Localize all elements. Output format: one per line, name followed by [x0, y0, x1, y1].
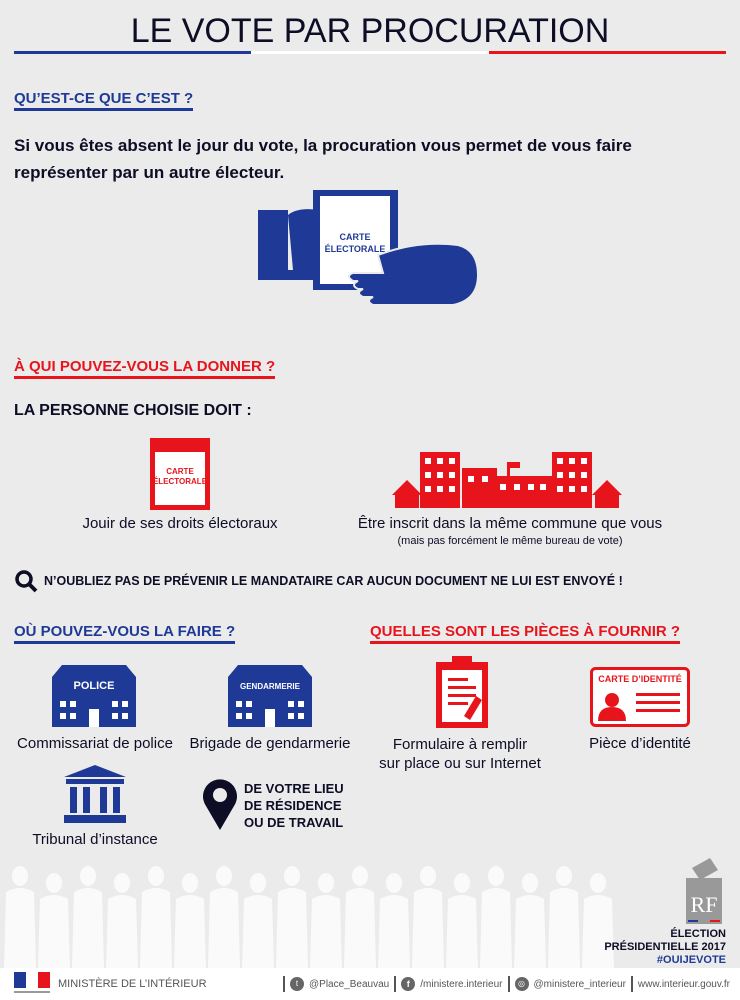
- id-card-icon: CARTE D’IDENTITÉ: [590, 667, 690, 727]
- town-buildings-icon: [392, 452, 622, 508]
- person-silhouette: [318, 873, 334, 893]
- person-silhouette: [208, 888, 240, 968]
- form-clipboard-icon: [436, 656, 488, 728]
- gendarmerie-icon: GENDARMERIE: [228, 665, 312, 727]
- hashtag: #OUIJEVOTE: [656, 954, 726, 966]
- person-silhouette: [412, 888, 444, 968]
- voter-card-icon: CARTE ÉLECTORALE: [150, 438, 210, 510]
- person-silhouette: [106, 895, 138, 968]
- person-silhouette: [38, 895, 70, 968]
- person-silhouette: [12, 866, 28, 886]
- twitter-icon[interactable]: t: [290, 977, 305, 991]
- svg-text:CARTE D’IDENTITÉ: CARTE D’IDENTITÉ: [598, 674, 682, 684]
- svg-text:ÉLECTORALE: ÉLECTORALE: [153, 477, 208, 486]
- magnifier-icon: [15, 570, 38, 593]
- police-station-icon: POLICE: [52, 665, 136, 727]
- person-silhouette: [344, 888, 376, 968]
- crowd-silhouettes-icon: [4, 866, 614, 968]
- person-silhouette: [250, 873, 266, 893]
- label-id: Pièce d’identité: [589, 735, 691, 752]
- marianne-logo-icon: [14, 972, 50, 993]
- svg-text:RF: RF: [691, 892, 718, 917]
- svg-text:POLICE: POLICE: [74, 680, 115, 692]
- person-silhouette: [352, 866, 368, 886]
- label-same-commune: Être inscrit dans la même commune que vo…: [357, 515, 663, 532]
- ministry-name: MINISTÈRE DE L’INTÉRIEUR: [58, 978, 207, 990]
- courthouse-icon: [64, 765, 126, 823]
- website-link[interactable]: www.interieur.gouv.fr: [637, 978, 730, 990]
- label-form: Formulaire à remplir sur place ou sur In…: [379, 736, 541, 772]
- person-silhouette: [80, 866, 96, 886]
- label-electoral-rights: Jouir de ses droits électoraux: [82, 515, 278, 532]
- section-heading-who: À QUI POUVEZ-VOUS LA DONNER ?: [14, 358, 276, 379]
- label-gendarmerie: Brigade de gendarmerie: [189, 735, 351, 752]
- person-silhouette: [556, 866, 572, 886]
- instagram-link[interactable]: @ministere_interieur: [533, 978, 626, 990]
- person-silhouette: [284, 866, 300, 886]
- ballot-box-rf-icon: RF: [686, 858, 722, 924]
- person-silhouette: [46, 873, 62, 893]
- facebook-link[interactable]: /ministere.interieur: [420, 978, 503, 990]
- person-silhouette: [140, 888, 172, 968]
- person-silhouette: [378, 895, 410, 968]
- person-silhouette: [420, 866, 436, 886]
- election-badge: ÉLECTION PRÉSIDENTIELLE 2017 #OUIJEVOTE: [604, 928, 726, 967]
- hand-giving-card-icon: CARTE ÉLECTORALE: [258, 190, 480, 306]
- svg-text:CARTE: CARTE: [166, 467, 194, 476]
- person-silhouette: [216, 866, 232, 886]
- instagram-icon[interactable]: ◎: [514, 977, 529, 991]
- person-silhouette: [148, 866, 164, 886]
- person-silhouette: [114, 873, 130, 893]
- warning-text: N’OUBLIEZ PAS DE PRÉVENIR LE MANDATAIRE …: [44, 574, 623, 588]
- tricolor-rule: [14, 51, 726, 54]
- person-silhouette: [72, 888, 104, 968]
- facebook-icon[interactable]: f: [401, 977, 416, 991]
- person-silhouette: [514, 895, 546, 968]
- badge-line2: PRÉSIDENTIELLE 2017: [604, 941, 726, 953]
- badge-line1: ÉLECTION: [670, 928, 726, 940]
- intro-text: Si vous êtes absent le jour du vote, la …: [14, 136, 632, 182]
- label-tribunal: Tribunal d’instance: [32, 831, 158, 848]
- svg-text:ÉLECTORALE: ÉLECTORALE: [325, 244, 386, 254]
- label-police: Commissariat de police: [17, 735, 173, 752]
- page-title: LE VOTE PAR PROCURATION: [130, 12, 610, 50]
- person-silhouette: [590, 873, 606, 893]
- person-silhouette: [454, 873, 470, 893]
- person-silhouette: [582, 895, 614, 968]
- person-silhouette: [4, 888, 36, 968]
- person-silhouette: [276, 888, 308, 968]
- section-heading-what: QU’EST-CE QUE C’EST ?: [14, 90, 194, 111]
- person-silhouette: [242, 895, 274, 968]
- person-silhouette: [522, 873, 538, 893]
- twitter-link[interactable]: @Place_Beauvau: [309, 978, 390, 990]
- person-silhouette: [480, 888, 512, 968]
- person-silhouette: [446, 895, 478, 968]
- person-silhouette: [548, 888, 580, 968]
- person-silhouette: [182, 873, 198, 893]
- location-pin-icon: [203, 779, 237, 830]
- svg-text:GENDARMERIE: GENDARMERIE: [240, 682, 301, 691]
- section-heading-where: OÙ POUVEZ-VOUS LA FAIRE ?: [14, 623, 236, 644]
- note-polling-station: (mais pas forcément le même bureau de vo…: [397, 535, 623, 547]
- person-silhouette: [386, 873, 402, 893]
- footer: MINISTÈRE DE L’INTÉRIEUR t @Place_Beauva…: [0, 968, 740, 1000]
- person-silhouette: [310, 895, 342, 968]
- svg-text:CARTE: CARTE: [340, 232, 371, 242]
- location-text: DE VOTRE LIEU DE RÉSIDENCE OU DE TRAVAIL: [244, 781, 344, 830]
- section-heading-documents: QUELLES SONT LES PIÈCES À FOURNIR ?: [370, 623, 681, 644]
- subheading-person: LA PERSONNE CHOISIE DOIT :: [14, 402, 252, 419]
- person-silhouette: [174, 895, 206, 968]
- person-silhouette: [488, 866, 504, 886]
